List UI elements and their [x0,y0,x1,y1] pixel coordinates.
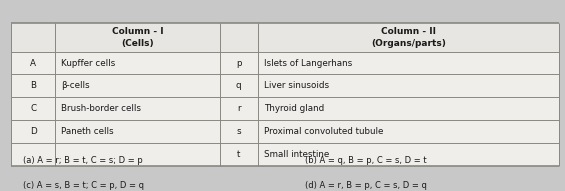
Text: Thyroid gland: Thyroid gland [263,104,324,113]
Text: A: A [30,58,36,68]
Text: s: s [236,127,241,136]
Text: B: B [30,81,36,91]
Text: Liver sinusoids: Liver sinusoids [263,81,329,91]
Text: D: D [30,127,37,136]
Text: Brush-border cells: Brush-border cells [61,104,141,113]
Text: C: C [30,104,36,113]
Text: (d) A = r, B = p, C = s, D = q: (d) A = r, B = p, C = s, D = q [305,181,427,190]
Bar [11,23,559,166]
Text: r: r [237,104,241,113]
Text: Column - I
(Cells): Column - I (Cells) [111,27,163,48]
Text: (a) A = r; B = t, C = s; D = p: (a) A = r; B = t, C = s; D = p [23,156,142,165]
Text: q: q [236,81,242,91]
Text: p: p [236,58,241,68]
Bar [11,23,559,52]
Text: t: t [237,150,241,159]
Text: Small intestine: Small intestine [263,150,329,159]
Text: (b) A = q, B = p, C = s, D = t: (b) A = q, B = p, C = s, D = t [305,156,427,165]
Text: (c) A = s, B = t; C = p, D = q: (c) A = s, B = t; C = p, D = q [23,181,144,190]
Text: Paneth cells: Paneth cells [61,127,114,136]
Text: Proximal convoluted tubule: Proximal convoluted tubule [263,127,383,136]
Text: Kupffer cells: Kupffer cells [61,58,115,68]
Text: Islets of Langerhans: Islets of Langerhans [263,58,352,68]
Text: Column - II
(Organs/parts): Column - II (Organs/parts) [371,27,446,48]
Text: β-cells: β-cells [61,81,89,91]
